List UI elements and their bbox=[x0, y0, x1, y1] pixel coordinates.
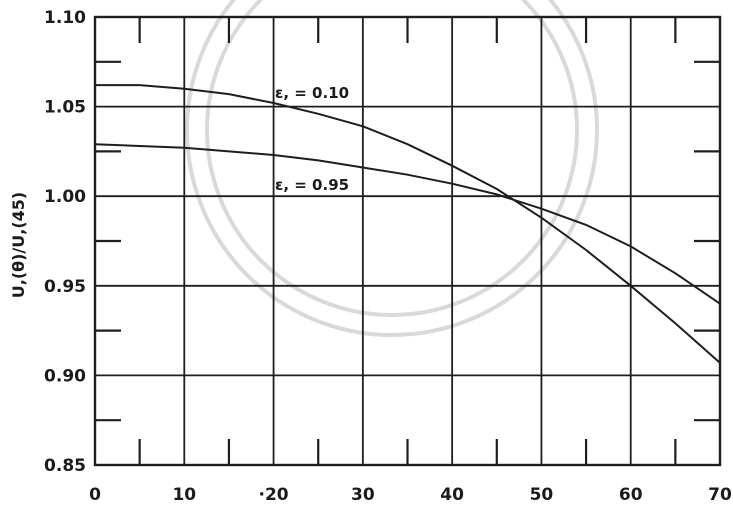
y-tick-label: 1.05 bbox=[44, 98, 86, 118]
x-tick-label: 30 bbox=[351, 485, 375, 505]
x-tick-label: 60 bbox=[619, 485, 643, 505]
plot-frame bbox=[93, 15, 722, 467]
x-tick-label: 10 bbox=[172, 485, 196, 505]
y-tick-label: 1.00 bbox=[44, 187, 86, 207]
y-tick-label: 1.10 bbox=[44, 8, 86, 28]
y-tick-label: 0.90 bbox=[44, 366, 86, 386]
watermark-seal bbox=[185, 0, 599, 337]
series-label-2: ε, = 0.95 bbox=[275, 176, 349, 194]
minor-ticks bbox=[95, 17, 720, 465]
series-line-1 bbox=[95, 84, 721, 364]
x-tick-label: 50 bbox=[530, 485, 554, 505]
series-line-2 bbox=[94, 143, 721, 305]
x-tick-label: 40 bbox=[440, 485, 464, 505]
curves bbox=[94, 84, 721, 364]
y-tick-label: 0.95 bbox=[44, 277, 86, 297]
y-tick-labels: 0.85 0.90 0.95 1.00 1.05 1.10 bbox=[44, 8, 86, 476]
y-axis-label: U,(θ)/U,(45) bbox=[9, 192, 28, 299]
x-tick-label: ·20 bbox=[259, 485, 289, 505]
x-tick-label: 70 bbox=[708, 485, 732, 505]
x-tick-label: 0 bbox=[89, 485, 101, 505]
grid bbox=[95, 17, 720, 465]
x-tick-labels: 0 10 ·20 30 40 50 60 70 bbox=[89, 485, 732, 505]
y-tick-label: 0.85 bbox=[44, 456, 86, 476]
series-label-1: ε, = 0.10 bbox=[275, 84, 349, 102]
